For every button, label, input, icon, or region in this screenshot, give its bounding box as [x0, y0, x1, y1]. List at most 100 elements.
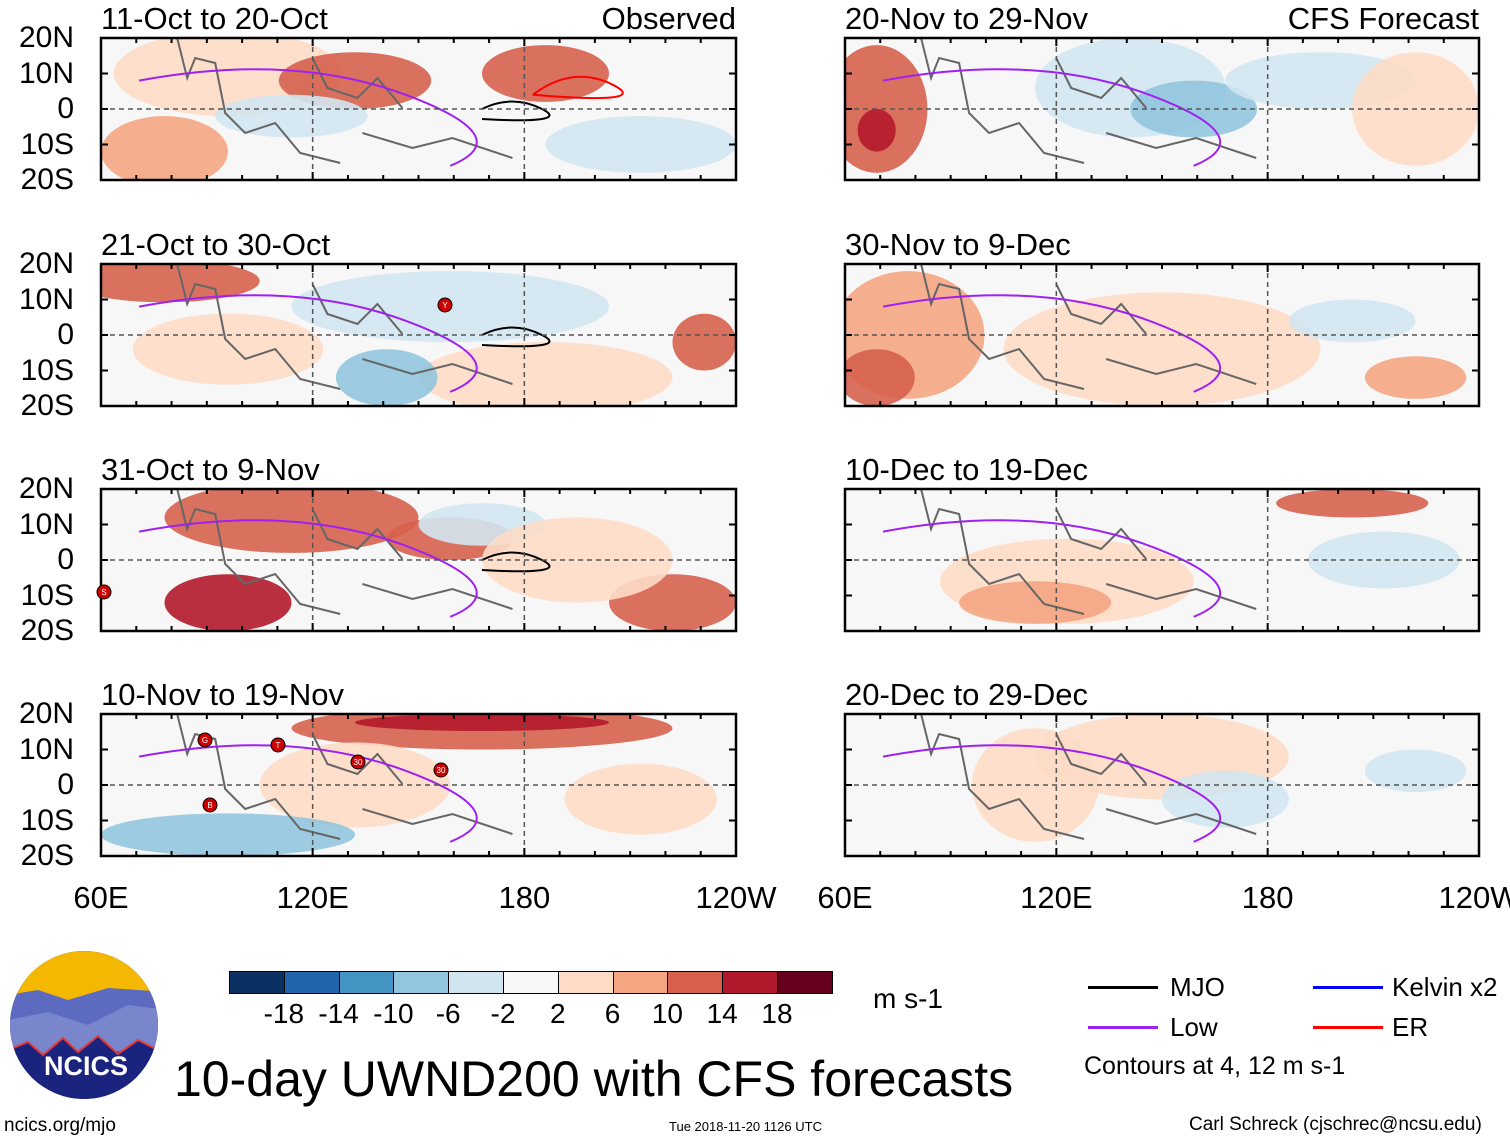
colorbar-tick-label: 2	[550, 998, 566, 1029]
tropical-cyclone-icon: S	[96, 584, 112, 600]
anomaly-shading	[418, 342, 673, 406]
legend-mjo: MJO	[1170, 972, 1225, 1002]
anomaly-shading	[1276, 489, 1429, 518]
panel-title: 21-Oct to 30-Oct	[101, 227, 331, 262]
colorbar-tick-label: 18	[761, 998, 793, 1029]
panel-title: 10-Dec to 19-Dec	[845, 452, 1088, 487]
lon-label: 120W	[1438, 880, 1510, 915]
lat-label: 20N	[18, 697, 74, 730]
panel-title: 10-Nov to 19-Nov	[101, 677, 344, 712]
tropical-cyclone-icon: Y	[437, 297, 453, 313]
low-contour	[882, 744, 1222, 843]
map-panel-right-3	[843, 712, 1481, 858]
colorbar-swatch	[229, 971, 285, 994]
svg-text:S: S	[101, 588, 106, 597]
anomaly-shading	[672, 313, 736, 371]
low-contour	[138, 68, 478, 167]
panel-title: 31-Oct to 9-Nov	[101, 452, 320, 487]
low-contour	[882, 294, 1222, 393]
colorbar-swatch	[338, 971, 395, 994]
legend-kelvin: Kelvin x2	[1392, 972, 1498, 1002]
map-panel-right-1	[843, 262, 1481, 408]
lat-label: 10N	[18, 732, 74, 766]
lat-label: 0	[57, 92, 74, 125]
lat-label: 0	[57, 543, 74, 576]
anomaly-shading	[164, 574, 292, 631]
anomaly-shading	[959, 581, 1112, 624]
anomaly-shading	[1130, 80, 1258, 138]
anomaly-shading	[1162, 770, 1289, 828]
map-panel-left-0	[99, 36, 738, 182]
svg-text:30: 30	[437, 766, 446, 775]
colorbar-tick-label: 10	[651, 998, 683, 1029]
er-contour	[532, 75, 624, 100]
map-panels: Y S G T 30 30 B	[96, 36, 1481, 858]
colorbar-swatch	[283, 971, 340, 994]
panel-tag: Observed	[601, 1, 736, 36]
lon-label: 120W	[695, 880, 777, 915]
anomaly-shading	[1288, 299, 1416, 343]
anomaly-shading	[545, 116, 736, 173]
colorbar-swatch	[722, 971, 778, 994]
lat-label: 20S	[20, 614, 74, 647]
lat-label: 20N	[18, 21, 74, 54]
lat-label: 10N	[18, 282, 74, 316]
tropical-cyclone-icon: 30	[433, 762, 449, 778]
colorbar-swatch	[503, 971, 559, 994]
lon-label: 120E	[1020, 880, 1093, 915]
lat-label: 10S	[20, 803, 74, 837]
lat-label: 10N	[18, 56, 74, 90]
colorbar-tick-label: -2	[490, 998, 516, 1029]
lat-label: 20S	[20, 839, 74, 872]
source-link[interactable]: ncics.org/mjo	[4, 1115, 116, 1136]
anomaly-shading	[355, 714, 609, 732]
lon-label: 180	[498, 880, 551, 915]
legend-er-line	[1313, 1026, 1383, 1029]
anomaly-shading	[101, 116, 228, 180]
contour-note: Contours at 4, 12 m s-1	[1084, 1052, 1346, 1080]
low-contour	[882, 68, 1222, 167]
map-panel-left-3	[99, 712, 738, 858]
legend-mjo-line	[1088, 986, 1158, 989]
colorbar-tick-label: -18	[263, 998, 305, 1029]
lon-label: 60E	[817, 880, 873, 915]
lat-label: 20N	[18, 247, 74, 280]
tropical-cyclone-icon: T	[270, 737, 286, 753]
panel-title: 20-Dec to 29-Dec	[845, 677, 1088, 712]
low-contour	[882, 519, 1222, 618]
lat-label: 0	[57, 768, 74, 801]
colorbar-swatch	[448, 971, 504, 994]
lat-label: 10N	[18, 507, 74, 541]
units-label: m s-1	[873, 983, 943, 1014]
lon-label: 60E	[73, 880, 129, 915]
panel-title: 11-Oct to 20-Oct	[101, 1, 328, 36]
anomaly-shading	[1307, 531, 1460, 589]
lat-label: 20S	[20, 389, 74, 422]
anomaly-shading	[335, 349, 438, 406]
lat-label: 20N	[18, 472, 74, 505]
anomaly-shading	[564, 763, 717, 835]
tropical-cyclone-icon: B	[202, 797, 218, 813]
legend-low-line	[1088, 1026, 1158, 1029]
anomaly-shading	[857, 109, 896, 152]
map-panel-right-0	[843, 36, 1481, 182]
lat-label: 10S	[20, 127, 74, 161]
lat-label: 0	[57, 318, 74, 351]
map-panel-right-2	[843, 487, 1481, 633]
colorbar-swatch	[557, 971, 614, 994]
author-credit: Carl Schreck (cjschrec@ncsu.edu)	[1189, 1114, 1482, 1135]
anomaly-shading	[101, 813, 355, 856]
panel-title: 20-Nov to 29-Nov	[845, 1, 1088, 36]
svg-text:30: 30	[354, 758, 363, 767]
colorbar-swatch	[777, 971, 833, 994]
tropical-cyclone-icon: 30	[350, 754, 366, 770]
low-contour	[138, 519, 478, 618]
colorbar-swatch	[612, 971, 669, 994]
svg-text:G: G	[202, 736, 208, 745]
anomaly-shading	[1364, 749, 1467, 793]
anomaly-shading	[101, 264, 260, 303]
colorbar-tick-label: -10	[373, 998, 414, 1029]
legend-low: Low	[1170, 1012, 1218, 1042]
lon-label: 180	[1241, 880, 1294, 915]
